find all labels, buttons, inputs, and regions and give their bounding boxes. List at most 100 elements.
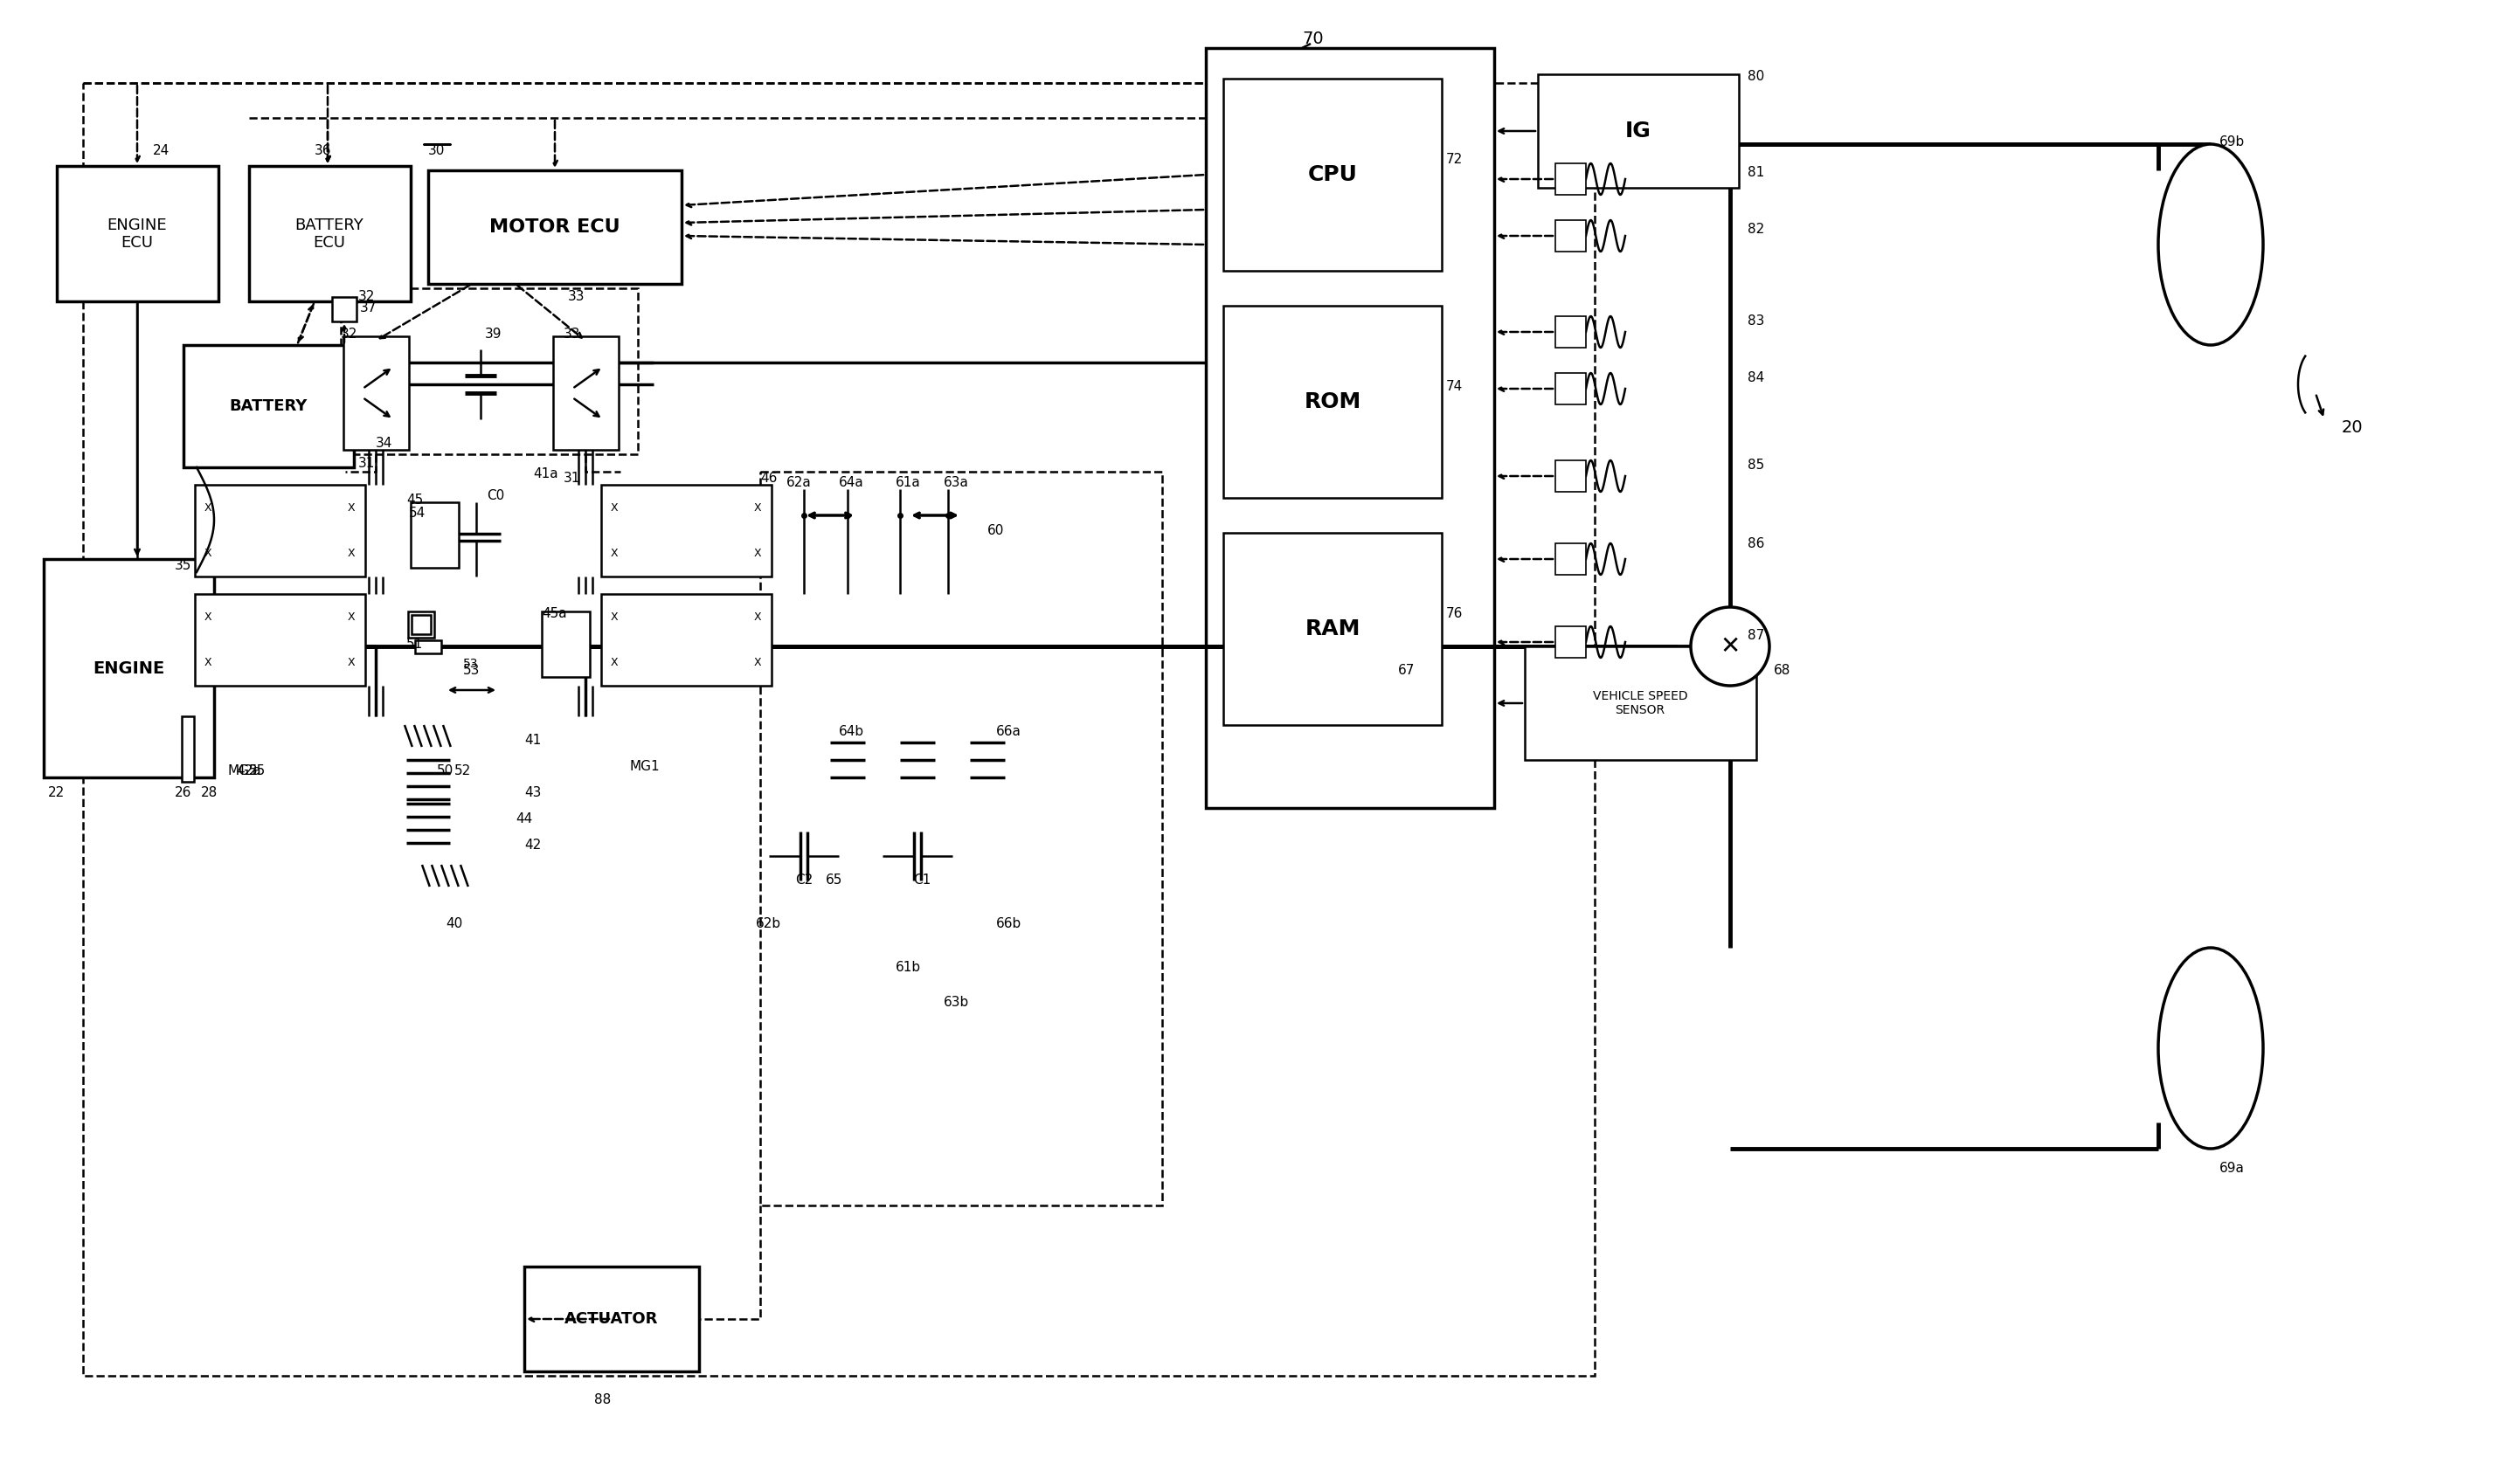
Text: MG2: MG2 xyxy=(227,764,257,777)
Bar xyxy=(1555,373,1585,404)
Text: VEHICLE SPEED
SENSOR: VEHICLE SPEED SENSOR xyxy=(1593,690,1688,716)
Bar xyxy=(1222,533,1441,725)
Text: 72: 72 xyxy=(1446,152,1464,165)
Bar xyxy=(1207,48,1494,808)
Text: 37: 37 xyxy=(360,302,378,315)
Text: 76: 76 xyxy=(1446,608,1464,621)
Bar xyxy=(343,337,408,449)
Bar xyxy=(1555,460,1585,492)
Text: C1: C1 xyxy=(912,874,930,887)
Bar xyxy=(194,485,365,577)
Text: 74: 74 xyxy=(1446,381,1464,392)
Text: 53: 53 xyxy=(464,663,479,676)
Text: 26: 26 xyxy=(174,786,192,799)
Bar xyxy=(1555,627,1585,657)
Ellipse shape xyxy=(2157,143,2263,346)
Text: 82: 82 xyxy=(1746,223,1764,236)
Text: 42: 42 xyxy=(524,839,542,852)
Text: 64b: 64b xyxy=(839,725,864,738)
Bar xyxy=(524,1266,698,1372)
Text: 62a: 62a xyxy=(786,476,811,489)
Bar xyxy=(43,559,214,777)
Text: 83: 83 xyxy=(1746,315,1764,328)
Bar xyxy=(1555,220,1585,252)
Text: 60: 60 xyxy=(988,524,1005,537)
Text: BATTERY: BATTERY xyxy=(229,398,307,414)
Text: 70: 70 xyxy=(1303,31,1323,47)
Text: 64a: 64a xyxy=(839,476,864,489)
Bar xyxy=(340,288,638,454)
Text: X: X xyxy=(753,502,761,514)
Text: MOTOR ECU: MOTOR ECU xyxy=(489,218,620,236)
Bar xyxy=(411,615,431,634)
Text: X: X xyxy=(753,610,761,622)
Text: 44: 44 xyxy=(517,813,532,826)
Bar xyxy=(602,594,771,685)
Text: 30: 30 xyxy=(428,143,446,157)
Text: 88: 88 xyxy=(595,1394,610,1407)
Text: C2: C2 xyxy=(796,874,814,887)
Text: X: X xyxy=(204,548,212,559)
Text: 55: 55 xyxy=(249,764,265,777)
Text: 33: 33 xyxy=(564,328,580,341)
Text: 61b: 61b xyxy=(895,960,922,974)
Text: 67: 67 xyxy=(1399,663,1416,676)
Text: ENGINE
ECU: ENGINE ECU xyxy=(108,217,166,250)
Bar xyxy=(602,485,771,577)
Text: 41: 41 xyxy=(524,733,542,747)
Text: 45a: 45a xyxy=(542,608,567,621)
Text: 45: 45 xyxy=(406,493,423,507)
Bar xyxy=(416,640,441,653)
Bar xyxy=(58,165,219,302)
Text: CPU: CPU xyxy=(1308,164,1358,184)
Text: 63b: 63b xyxy=(942,996,970,1009)
Bar xyxy=(181,716,194,782)
Bar xyxy=(1525,647,1756,760)
Text: 31: 31 xyxy=(358,457,375,470)
Bar xyxy=(1555,316,1585,347)
Text: X: X xyxy=(348,656,355,668)
Text: 32: 32 xyxy=(340,328,358,341)
Text: 53: 53 xyxy=(464,657,479,671)
Bar xyxy=(184,346,353,467)
Text: 80: 80 xyxy=(1746,70,1764,83)
Bar xyxy=(1537,75,1739,187)
Text: 46: 46 xyxy=(761,471,776,485)
Text: 50: 50 xyxy=(436,764,454,777)
Text: 84: 84 xyxy=(1746,372,1764,385)
Bar xyxy=(552,337,617,449)
Text: 31: 31 xyxy=(564,471,580,485)
Bar xyxy=(1555,543,1585,575)
Text: 66b: 66b xyxy=(995,916,1021,930)
Text: 81: 81 xyxy=(1746,165,1764,179)
Text: RAM: RAM xyxy=(1305,618,1361,640)
Bar xyxy=(1222,306,1441,498)
Text: 66a: 66a xyxy=(995,725,1021,738)
Text: C0: C0 xyxy=(486,489,504,502)
Text: X: X xyxy=(348,610,355,622)
Text: 42a: 42a xyxy=(237,764,262,777)
Text: 69a: 69a xyxy=(2220,1162,2245,1176)
Bar xyxy=(83,83,1595,1376)
Bar xyxy=(761,471,1162,1205)
Bar xyxy=(194,594,365,685)
Text: ROM: ROM xyxy=(1303,391,1361,413)
Text: 34: 34 xyxy=(375,436,393,449)
Text: 52: 52 xyxy=(454,764,471,777)
Bar xyxy=(333,297,355,322)
Text: 36: 36 xyxy=(315,143,333,157)
Text: ENGINE: ENGINE xyxy=(93,660,164,676)
Text: 63a: 63a xyxy=(942,476,968,489)
Bar xyxy=(1555,164,1585,195)
Text: X: X xyxy=(348,502,355,514)
Bar xyxy=(428,170,680,284)
Text: 86: 86 xyxy=(1746,537,1764,550)
Bar xyxy=(411,502,459,568)
Text: 28: 28 xyxy=(202,786,217,799)
Text: MG1: MG1 xyxy=(630,760,660,773)
Text: 62b: 62b xyxy=(756,916,781,930)
Bar xyxy=(1222,79,1441,271)
Text: X: X xyxy=(610,502,617,514)
Text: X: X xyxy=(204,656,212,668)
Text: 68: 68 xyxy=(1774,663,1792,676)
